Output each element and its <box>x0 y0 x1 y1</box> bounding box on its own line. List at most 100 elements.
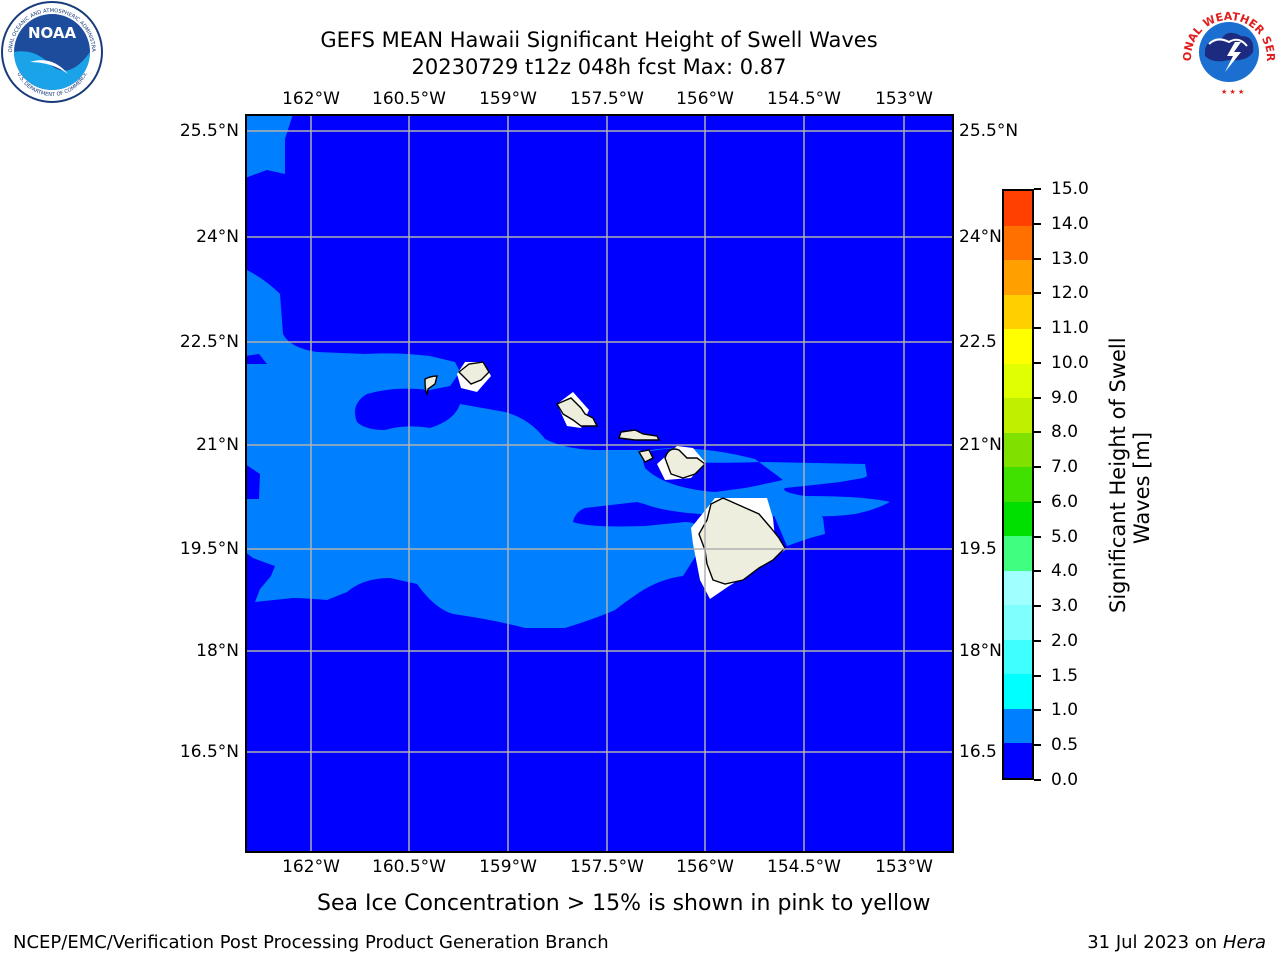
lat-label-right: 21°N <box>959 435 1002 455</box>
lat-label-left: 16.5°N <box>179 742 239 762</box>
colorbar-swatch <box>1004 467 1032 502</box>
colorbar-tick-label: 3.0 <box>1051 596 1079 617</box>
colorbar-swatch <box>1004 743 1032 778</box>
lat-label-right: 19.5 <box>959 539 997 559</box>
colorbar-tick-label: 8.0 <box>1051 422 1079 443</box>
sea-ice-note: Sea Ice Concentration > 15% is shown in … <box>317 891 931 916</box>
colorbar-tick-mark <box>1034 744 1041 747</box>
island-oahu <box>555 397 599 427</box>
noaa-logo: NATIONAL OCEANIC AND ATMOSPHERIC ADMINIS… <box>0 0 103 103</box>
swell-region-main <box>245 269 890 628</box>
colorbar-tick-mark <box>1034 605 1041 608</box>
lon-label-top: 162°W <box>282 89 340 109</box>
colorbar-tick-mark <box>1034 500 1041 503</box>
svg-text:★ ★ ★: ★ ★ ★ <box>1221 88 1244 96</box>
lon-label-bottom: 159°W <box>479 857 537 877</box>
colorbar-swatch <box>1004 190 1032 226</box>
colorbar-tick-mark <box>1034 257 1041 260</box>
swell-region-north <box>245 114 293 178</box>
lon-label-top: 160.5°W <box>372 89 446 109</box>
noaa-logo-text: NOAA <box>28 24 77 42</box>
colorbar <box>1002 189 1034 780</box>
lon-label-bottom: 162°W <box>282 857 340 877</box>
colorbar-swatch <box>1004 432 1032 468</box>
island-molokai <box>618 429 661 441</box>
lat-label-right: 25.5°N <box>959 121 1019 141</box>
colorbar-tick-mark <box>1034 466 1041 469</box>
map-frame <box>245 114 954 853</box>
colorbar-tick-mark <box>1034 361 1041 364</box>
island-kauai <box>457 361 490 385</box>
island-maui <box>664 448 707 479</box>
colorbar-swatches <box>1004 190 1032 778</box>
colorbar-tick-label: 1.0 <box>1051 700 1079 721</box>
lon-label-top: 154.5°W <box>767 89 841 109</box>
colorbar-tick-mark <box>1034 188 1041 190</box>
colorbar-swatch <box>1004 501 1032 537</box>
colorbar-title-line1: Significant Height of Swell <box>1106 337 1130 613</box>
lon-label-top: 157.5°W <box>570 89 644 109</box>
island-hawaii <box>698 497 786 585</box>
lon-label-top: 159°W <box>479 89 537 109</box>
colorbar-tick-label: 11.0 <box>1051 318 1089 339</box>
colorbar-tick-label: 5.0 <box>1051 526 1079 547</box>
colorbar-tick-mark <box>1034 292 1041 295</box>
colorbar-tick-label: 13.0 <box>1051 248 1089 269</box>
colorbar-tick-mark <box>1034 639 1041 642</box>
colorbar-tick-label: 4.0 <box>1051 561 1079 582</box>
footer-date-text: 31 Jul 2023 on <box>1087 932 1223 953</box>
colorbar-swatch <box>1004 294 1032 330</box>
colorbar-tick-mark <box>1034 709 1041 712</box>
lat-label-left: 19.5°N <box>179 539 239 559</box>
colorbar-tick-label: 12.0 <box>1051 283 1089 304</box>
lat-label-right: 24°N <box>959 227 1002 247</box>
colorbar-swatch <box>1004 363 1032 399</box>
lon-label-bottom: 154.5°W <box>767 857 841 877</box>
colorbar-swatch <box>1004 329 1032 364</box>
colorbar-tick-label: 7.0 <box>1051 457 1079 478</box>
colorbar-swatch <box>1004 674 1032 709</box>
lat-label-left: 22.5°N <box>179 332 239 352</box>
island-niihau <box>424 375 438 396</box>
colorbar-swatch <box>1004 225 1032 261</box>
chart-title-line1: GEFS MEAN Hawaii Significant Height of S… <box>320 28 878 52</box>
colorbar-tick-label: 0.5 <box>1051 735 1079 756</box>
lon-label-bottom: 157.5°W <box>570 857 644 877</box>
colorbar-tick-mark <box>1034 396 1041 399</box>
colorbar-swatch <box>1004 708 1032 744</box>
colorbar-title-line2: Waves [m] <box>1130 431 1154 545</box>
lat-label-left: 18°N <box>196 641 239 661</box>
chart-title-line2: 20230729 t12z 048h fcst Max: 0.87 <box>411 55 787 79</box>
colorbar-swatch <box>1004 605 1032 640</box>
lon-label-top: 156°W <box>676 89 734 109</box>
gridlines <box>245 114 954 853</box>
footer-date: 31 Jul 2023 on Hera <box>1087 932 1266 954</box>
colorbar-tick-mark <box>1034 779 1041 781</box>
colorbar-tick-label: 14.0 <box>1051 213 1089 234</box>
colorbar-swatch <box>1004 398 1032 433</box>
footer-branch: NCEP/EMC/Verification Post Processing Pr… <box>13 932 609 953</box>
lat-label-left: 25.5°N <box>179 121 239 141</box>
colorbar-tick-label: 0.0 <box>1051 770 1079 790</box>
lat-label-right: 16.5 <box>959 742 997 762</box>
nws-logo: NATIONAL WEATHER SERVICE ★ ★ ★ <box>1177 0 1277 98</box>
colorbar-tick-label: 6.0 <box>1051 491 1079 512</box>
lat-label-right: 22.5 <box>959 332 997 352</box>
lat-label-left: 24°N <box>196 227 239 247</box>
colorbar-tick-mark <box>1034 431 1041 434</box>
colorbar-swatch <box>1004 570 1032 606</box>
colorbar-swatch <box>1004 639 1032 675</box>
colorbar-tick-mark <box>1034 535 1041 538</box>
colorbar-tick-label: 15.0 <box>1051 179 1089 199</box>
colorbar-ticks: 0.0 0.5 1.0 1.5 2.0 3.0 4.0 5.0 6.0 7.0 8.0 9.0 10.0… <box>1034 179 1124 790</box>
colorbar-tick-label: 1.5 <box>1051 665 1079 686</box>
lon-label-top: 153°W <box>875 89 933 109</box>
colorbar-tick-mark <box>1034 674 1041 677</box>
colorbar-tick-mark <box>1034 222 1041 225</box>
lon-label-bottom: 156°W <box>676 857 734 877</box>
swell-region-east <box>770 500 825 546</box>
footer-host: Hera <box>1222 932 1266 953</box>
lat-label-left: 21°N <box>196 435 239 455</box>
colorbar-title: Significant Height of Swell Waves [m] <box>1106 337 1154 613</box>
lon-label-bottom: 160.5°W <box>372 857 446 877</box>
